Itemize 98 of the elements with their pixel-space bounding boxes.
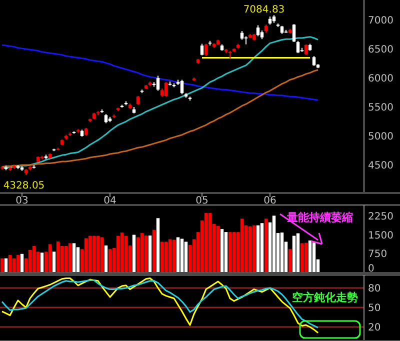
candlestick xyxy=(200,43,204,56)
bar xyxy=(252,225,256,272)
bar xyxy=(312,242,316,272)
bar xyxy=(4,258,8,272)
annotation: 7084.83 xyxy=(243,4,285,16)
bar xyxy=(232,232,236,272)
y-tick-label: 1500 xyxy=(368,230,394,242)
bar xyxy=(52,252,56,272)
annotation: 量能持續萎縮 xyxy=(286,211,353,224)
bar xyxy=(116,236,120,272)
bar xyxy=(280,232,284,272)
y-tick-label: 750 xyxy=(368,248,388,260)
y-tick-label: 5500 xyxy=(368,102,394,114)
bar xyxy=(260,223,264,272)
candlestick xyxy=(292,24,296,43)
bar xyxy=(120,232,124,272)
x-tick-label: 04 xyxy=(104,196,116,206)
bar xyxy=(256,225,260,272)
bar xyxy=(0,258,4,272)
bar xyxy=(224,232,228,272)
bar xyxy=(264,218,268,272)
bar xyxy=(176,237,180,272)
bar xyxy=(28,250,32,272)
bar xyxy=(288,249,292,272)
x-tick-label: 05 xyxy=(196,196,208,206)
bar xyxy=(304,242,308,272)
y-tick-label: 5000 xyxy=(368,132,394,143)
bar xyxy=(132,234,136,272)
bar xyxy=(88,236,92,272)
y-tick-label: 80 xyxy=(368,284,381,294)
bar xyxy=(140,233,144,272)
y-tick-label: 0 xyxy=(368,264,374,274)
bar xyxy=(60,246,64,272)
candlestick xyxy=(296,40,300,54)
bar xyxy=(296,233,300,272)
candlestick xyxy=(164,82,168,98)
bar xyxy=(156,218,160,272)
bar xyxy=(172,240,176,272)
y-tick-label: 4500 xyxy=(368,160,394,172)
y-tick-label: 7000 xyxy=(368,16,394,27)
bar xyxy=(292,236,296,272)
candlestick xyxy=(312,55,316,66)
bar xyxy=(136,237,140,272)
bar xyxy=(144,236,148,272)
bar xyxy=(124,236,128,272)
bar xyxy=(92,236,96,272)
bar xyxy=(164,242,168,272)
bar xyxy=(76,247,80,272)
bar xyxy=(228,232,232,272)
bar xyxy=(32,246,36,272)
bar xyxy=(100,237,104,272)
bar xyxy=(184,242,188,272)
bar xyxy=(40,252,44,272)
candlestick xyxy=(256,24,260,37)
bar xyxy=(272,216,276,272)
bar xyxy=(208,212,212,272)
bar xyxy=(104,245,108,272)
y-tick-label: 6000 xyxy=(368,74,394,85)
candlestick xyxy=(304,44,308,56)
bar xyxy=(220,229,224,272)
candlestick xyxy=(104,113,108,124)
bar xyxy=(16,254,20,272)
bar xyxy=(20,254,24,272)
bar xyxy=(12,258,16,272)
bar xyxy=(84,238,88,272)
candlestick xyxy=(204,43,208,56)
bar xyxy=(308,240,312,272)
bar xyxy=(300,243,304,272)
bar xyxy=(216,226,220,272)
bar xyxy=(248,226,252,272)
candlestick xyxy=(180,79,184,95)
bar xyxy=(8,254,12,272)
bar xyxy=(64,246,68,272)
bar xyxy=(240,218,244,272)
bar xyxy=(148,236,152,272)
bar xyxy=(204,212,208,272)
y-tick-label: 20 xyxy=(368,322,381,334)
bar xyxy=(152,230,156,272)
bar xyxy=(108,249,112,272)
bar xyxy=(160,242,164,272)
candlestick xyxy=(156,75,160,92)
y-tick-label: 2250 xyxy=(368,212,394,223)
line-series xyxy=(1,69,319,168)
bar xyxy=(72,243,76,272)
x-tick-label: 03 xyxy=(16,196,28,206)
y-tick-label: 6500 xyxy=(368,44,394,56)
y-tick-label: 50 xyxy=(368,303,381,314)
x-tick-label: 06 xyxy=(264,196,276,206)
bar xyxy=(68,243,72,272)
line-series xyxy=(1,36,319,169)
line-series xyxy=(1,44,319,101)
bar xyxy=(96,236,100,272)
annotation: 4328.05 xyxy=(3,180,45,192)
bar xyxy=(168,239,172,272)
bar xyxy=(56,241,60,272)
annotation: 空方鈍化走勢 xyxy=(292,291,358,304)
bar xyxy=(48,244,52,272)
bar xyxy=(180,238,184,272)
